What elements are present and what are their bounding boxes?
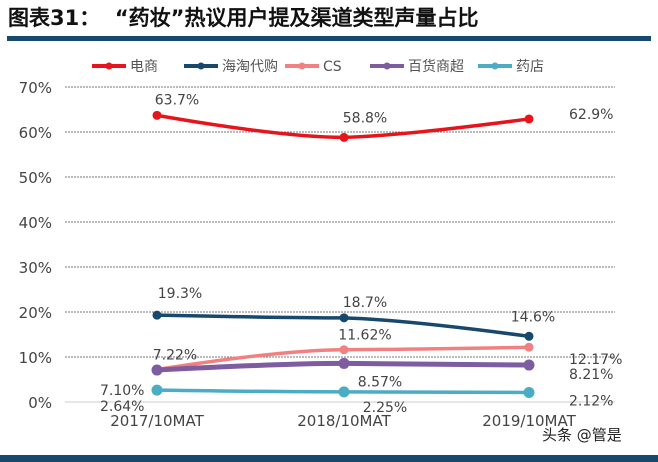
data-point: [339, 313, 349, 323]
data-label: 11.62%: [338, 328, 391, 344]
data-label: 12.17%: [569, 352, 622, 368]
data-label: 62.9%: [569, 107, 613, 123]
data-label: 2.64%: [100, 399, 144, 415]
legend-marker: [197, 62, 205, 70]
data-point: [523, 386, 535, 398]
figure-title: 图表31： “药妆”热议用户提及渠道类型声量占比: [8, 6, 479, 30]
data-point: [524, 114, 534, 124]
data-label: 7.22%: [153, 348, 197, 364]
y-tick-label: 40%: [19, 214, 52, 232]
data-point: [524, 331, 534, 341]
legend-marker: [491, 62, 499, 70]
data-point: [338, 386, 350, 398]
x-tick-label: 2018/10MAT: [297, 412, 391, 430]
data-point: [152, 310, 162, 320]
legend-marker: [105, 62, 113, 70]
watermark: 头条 @管是: [542, 426, 622, 444]
data-label: 18.7%: [343, 295, 387, 311]
legend-label: 药店: [516, 59, 544, 75]
legend-marker: [298, 62, 306, 70]
y-tick-label: 20%: [19, 304, 52, 322]
x-tick-label: 2017/10MAT: [110, 412, 204, 430]
data-label: 63.7%: [155, 92, 199, 108]
data-point: [151, 364, 163, 376]
data-label: 14.6%: [511, 309, 555, 325]
legend-label: 百货商超: [408, 58, 464, 75]
data-label: 2.25%: [363, 400, 407, 416]
data-point: [523, 359, 535, 371]
legend-label: 电商: [130, 59, 158, 75]
y-tick-label: 0%: [28, 394, 52, 412]
y-tick-label: 60%: [19, 124, 52, 142]
footer-bar: [0, 455, 658, 462]
y-tick-label: 30%: [19, 259, 52, 277]
data-label: 19.3%: [158, 286, 202, 302]
title-divider: [7, 36, 651, 41]
legend-label: CS: [323, 59, 342, 75]
y-tick-label: 70%: [19, 79, 52, 97]
data-point: [339, 345, 349, 355]
legend-marker: [383, 62, 391, 70]
data-point: [338, 357, 350, 369]
legend-label: 海淘代购: [222, 59, 278, 75]
data-point: [339, 132, 349, 142]
data-label: 2.12%: [569, 393, 613, 409]
y-tick-label: 50%: [19, 169, 52, 187]
data-label: 8.57%: [358, 374, 402, 390]
data-label: 7.10%: [100, 383, 144, 399]
data-point: [524, 342, 534, 352]
data-point: [151, 384, 163, 396]
data-point: [152, 110, 162, 120]
y-tick-label: 10%: [19, 349, 52, 367]
x-tick-label: 2019/10MAT: [482, 412, 576, 430]
data-label: 8.21%: [569, 367, 613, 383]
data-label: 58.8%: [343, 110, 387, 126]
